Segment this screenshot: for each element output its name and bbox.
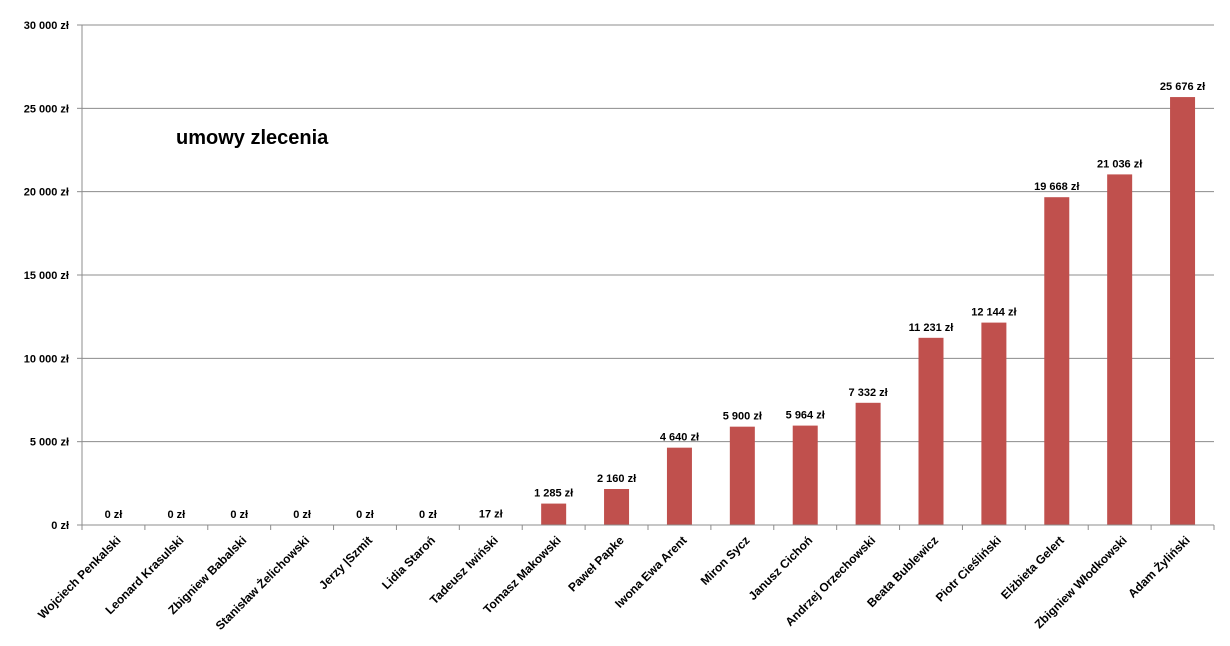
chart-title: umowy zlecenia — [176, 127, 329, 149]
data-label: 19 668 zł — [1034, 181, 1079, 193]
data-label: 1 285 zł — [534, 488, 573, 500]
data-label: 2 160 zł — [597, 473, 636, 485]
bar — [666, 447, 692, 525]
data-labels: 0 zł 0 zł 0 zł 0 zł 0 zł 0 zł 17 zł 1 285 zł 2 1… — [105, 81, 1206, 521]
data-label: 0 zł — [167, 509, 185, 521]
y-tick-label: 30 000 zł — [24, 20, 69, 32]
y-axis-tick-labels: 0 zł 5 000 zł 10 000 zł 15 000 zł 20 000 zł 2… — [24, 20, 69, 532]
bar — [604, 489, 630, 525]
data-label: 0 zł — [105, 509, 123, 521]
bar — [541, 503, 567, 525]
data-label: 5 964 zł — [786, 410, 825, 422]
y-tick-label: 25 000 zł — [24, 103, 69, 115]
x-category-label: Elżbieta Gelert — [998, 533, 1067, 602]
x-category-label: Paweł Papke — [565, 533, 627, 595]
data-label: 7 332 zł — [849, 387, 888, 399]
bar — [729, 426, 755, 525]
x-category-label: Adam Żyliński — [1125, 533, 1193, 601]
x-category-label: Miron Sycz — [698, 533, 753, 588]
data-label: 21 036 zł — [1097, 158, 1142, 170]
x-category-label: Lidia Staroń — [379, 533, 438, 592]
x-category-label: Jerzy |Szmit — [316, 533, 375, 592]
data-label: 0 zł — [356, 509, 374, 521]
x-category-label: Piotr Cieśliński — [933, 533, 1004, 604]
bar — [1044, 197, 1070, 525]
x-category-label: Janusz Cichoń — [746, 533, 816, 603]
y-tick-label: 20 000 zł — [24, 187, 69, 199]
data-label: 4 640 zł — [660, 432, 699, 444]
gridlines — [82, 24, 1214, 443]
data-label: 25 676 zł — [1160, 81, 1205, 93]
data-label: 12 144 zł — [971, 307, 1016, 319]
bar — [855, 402, 881, 525]
bar — [1170, 97, 1196, 526]
data-label: 0 zł — [419, 509, 437, 521]
data-label: 5 900 zł — [723, 411, 762, 423]
data-label: 0 zł — [293, 509, 311, 521]
data-label: 17 zł — [479, 509, 503, 521]
bar — [981, 322, 1007, 525]
data-label: 0 zł — [230, 509, 248, 521]
bars — [478, 97, 1196, 526]
bar — [918, 337, 944, 525]
bar — [792, 425, 818, 525]
y-tick-label: 10 000 zł — [24, 353, 69, 365]
y-tick-label: 0 zł — [51, 520, 69, 532]
data-label: 11 231 zł — [909, 322, 954, 334]
y-tick-label: 15 000 zł — [24, 270, 69, 282]
y-tick-label: 5 000 zł — [30, 437, 69, 449]
axes — [77, 24, 1215, 530]
bar — [1107, 174, 1133, 525]
